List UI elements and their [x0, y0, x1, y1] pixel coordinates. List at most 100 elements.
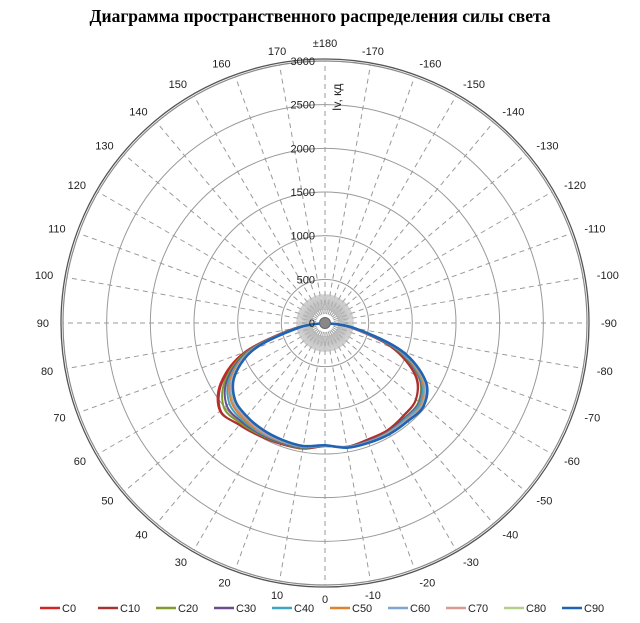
minor-spoke [323, 294, 325, 310]
legend-label: C20 [178, 603, 198, 615]
minor-spoke [298, 328, 314, 336]
minor-spoke [313, 335, 321, 350]
angle-tick-label: 170 [268, 46, 286, 58]
legend-item-c10: C10 [98, 603, 140, 615]
minor-spoke [328, 335, 335, 351]
angle-tick-label: -40 [502, 529, 518, 541]
minor-spoke [325, 336, 327, 352]
minor-spoke [330, 296, 337, 312]
grid-spoke [324, 121, 494, 324]
minor-spoke [306, 332, 317, 346]
minor-spoke [337, 316, 354, 321]
minor-spoke [328, 295, 334, 311]
minor-spoke [337, 327, 353, 334]
minor-spoke [297, 314, 313, 320]
legend-item-c80: C80 [504, 603, 546, 615]
angle-tick-label: -90 [601, 318, 617, 330]
minor-spoke [336, 309, 351, 318]
minor-spoke [300, 307, 315, 317]
grid-spoke [324, 191, 553, 324]
minor-spoke [299, 308, 314, 317]
minor-spoke [337, 312, 353, 319]
legend-item-c90: C90 [562, 603, 604, 615]
radial-tick-label: 0 [309, 318, 315, 330]
grid-spoke [234, 322, 326, 570]
radial-tick-label: 2000 [291, 143, 315, 155]
angle-tick-label: 10 [271, 590, 283, 602]
minor-spoke [335, 305, 348, 316]
legend-item-c20: C20 [156, 603, 198, 615]
minor-spoke [304, 302, 316, 315]
minor-spoke [311, 334, 320, 349]
minor-spoke [333, 332, 346, 344]
center-marker [319, 317, 331, 329]
minor-spoke [329, 335, 337, 350]
minor-spoke [337, 311, 352, 319]
minor-spoke [332, 298, 342, 313]
minor-spoke [302, 330, 315, 341]
minor-spoke [309, 333, 319, 348]
grid-spoke [324, 322, 584, 369]
minor-spoke [304, 331, 316, 344]
minor-spoke [329, 296, 337, 311]
angle-tick-label: 90 [37, 318, 49, 330]
minor-spoke [297, 327, 313, 334]
minor-spoke [337, 315, 354, 321]
minor-spoke [335, 329, 350, 339]
chart-title: Диаграмма пространственного распределени… [89, 6, 551, 26]
grid-spoke [97, 191, 326, 324]
minor-spoke [323, 336, 325, 352]
minor-spoke [335, 307, 350, 317]
angle-tick-label: 60 [74, 456, 86, 468]
angle-tick-label: -150 [463, 79, 485, 91]
minor-spoke [298, 311, 314, 318]
minor-spoke [319, 335, 324, 352]
minor-spoke [308, 298, 318, 313]
minor-spoke [332, 333, 343, 346]
angle-tick-label: -170 [362, 46, 384, 58]
legend-label: C80 [526, 603, 546, 615]
minor-spoke [322, 294, 325, 310]
minor-spoke [337, 325, 354, 331]
minor-spoke [331, 298, 341, 313]
minor-spoke [315, 335, 322, 351]
minor-spoke [333, 301, 345, 314]
radial-tick-label: 500 [297, 274, 315, 286]
angle-tick-label: -100 [597, 270, 619, 282]
grid-spoke [324, 76, 416, 324]
minor-spoke [322, 336, 325, 352]
minor-spoke [330, 334, 338, 350]
minor-spoke [302, 304, 316, 315]
minor-spoke [306, 300, 317, 314]
legend-item-c0: C0 [40, 603, 76, 615]
legend-label: C10 [120, 603, 140, 615]
angle-tick-label: 30 [175, 557, 187, 569]
minor-spoke [328, 335, 334, 351]
grid-spoke [279, 322, 326, 582]
minor-spoke [325, 294, 328, 310]
minor-spoke [297, 313, 313, 320]
minor-spoke [326, 294, 331, 311]
grid-spoke [324, 322, 553, 455]
minor-spoke [336, 308, 351, 317]
minor-spoke [298, 327, 313, 335]
grid-spoke [97, 322, 326, 455]
minor-spoke [331, 333, 341, 348]
minor-spoke [332, 300, 343, 313]
grid-spoke [193, 95, 326, 324]
minor-spoke [326, 335, 331, 352]
grid-circle-500 [280, 278, 370, 368]
minor-spoke [337, 314, 353, 320]
minor-spoke [336, 329, 351, 338]
minor-spoke [297, 312, 313, 319]
minor-spoke [298, 328, 314, 335]
minor-spoke [296, 325, 313, 331]
angle-tick-label: -30 [463, 557, 479, 569]
series-line-c90 [231, 321, 429, 450]
minor-spoke [337, 326, 353, 332]
minor-spoke [313, 334, 320, 350]
minor-spoke [307, 299, 318, 313]
minor-spoke [325, 336, 328, 352]
angle-tick-label: 160 [212, 59, 230, 71]
